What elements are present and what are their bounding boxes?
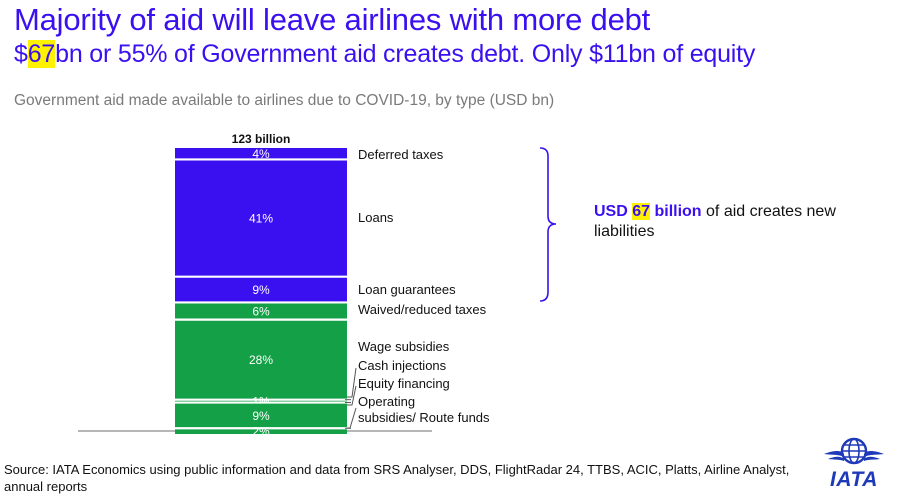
callout-accent-suffix: billion xyxy=(650,203,702,220)
source-note: Source: IATA Economics using public info… xyxy=(4,462,790,494)
segment-value-label: 41% xyxy=(249,212,273,226)
category-label: Equity financing xyxy=(358,376,450,391)
category-label: Deferred taxes xyxy=(358,147,444,162)
bar-segment xyxy=(175,159,347,277)
category-label: Wage subsidies xyxy=(358,339,450,354)
bar-segment xyxy=(175,276,347,303)
chart-subtitle: $67bn or 55% of Government aid creates d… xyxy=(14,40,755,69)
bar-segment xyxy=(175,402,347,429)
segment-value-label: 6% xyxy=(252,305,270,319)
total-label: 123 billion xyxy=(232,132,291,146)
segment-value-label: 9% xyxy=(252,409,270,423)
category-label: Cash injections xyxy=(358,358,447,373)
bar-segment xyxy=(175,319,347,400)
leader-line xyxy=(347,367,357,398)
segment-value-label: 4% xyxy=(252,147,270,161)
iata-logo: IATA xyxy=(820,434,888,492)
bar-segment xyxy=(175,428,347,434)
logo-text: IATA xyxy=(830,468,878,491)
segment-value-label: 2% xyxy=(252,425,270,439)
category-label: Loans xyxy=(358,210,394,225)
subtitle-prefix: $ xyxy=(14,40,28,68)
leader-line xyxy=(347,407,357,429)
category-label: subsidies/ Route funds xyxy=(358,410,490,425)
segment-value-label: 9% xyxy=(252,283,270,297)
category-label: Waived/reduced taxes xyxy=(358,302,487,317)
callout-accent-prefix: USD xyxy=(594,203,633,220)
bar-segment xyxy=(175,399,347,403)
category-label: Loan guarantees xyxy=(358,282,456,297)
subtitle-rest: bn or 55% of Government aid creates debt… xyxy=(55,40,756,68)
bar-segment xyxy=(175,148,347,160)
callout-rest: of aid creates new liabilities xyxy=(594,203,836,240)
chart-title: Majority of aid will leave airlines with… xyxy=(14,2,651,37)
segment-value-label: 28% xyxy=(249,353,273,367)
globe-wings-icon xyxy=(824,437,884,465)
leader-line xyxy=(347,385,357,406)
debt-callout: USD 67 billion of aid creates new liabil… xyxy=(594,202,900,242)
category-label: Operating xyxy=(358,394,415,409)
callout-accent-highlight: 67 xyxy=(632,203,651,220)
chart-description: Government aid made available to airline… xyxy=(14,92,555,109)
debt-bracket xyxy=(539,147,557,302)
subtitle-highlight: 67 xyxy=(27,40,56,68)
bar-segment xyxy=(175,302,347,320)
